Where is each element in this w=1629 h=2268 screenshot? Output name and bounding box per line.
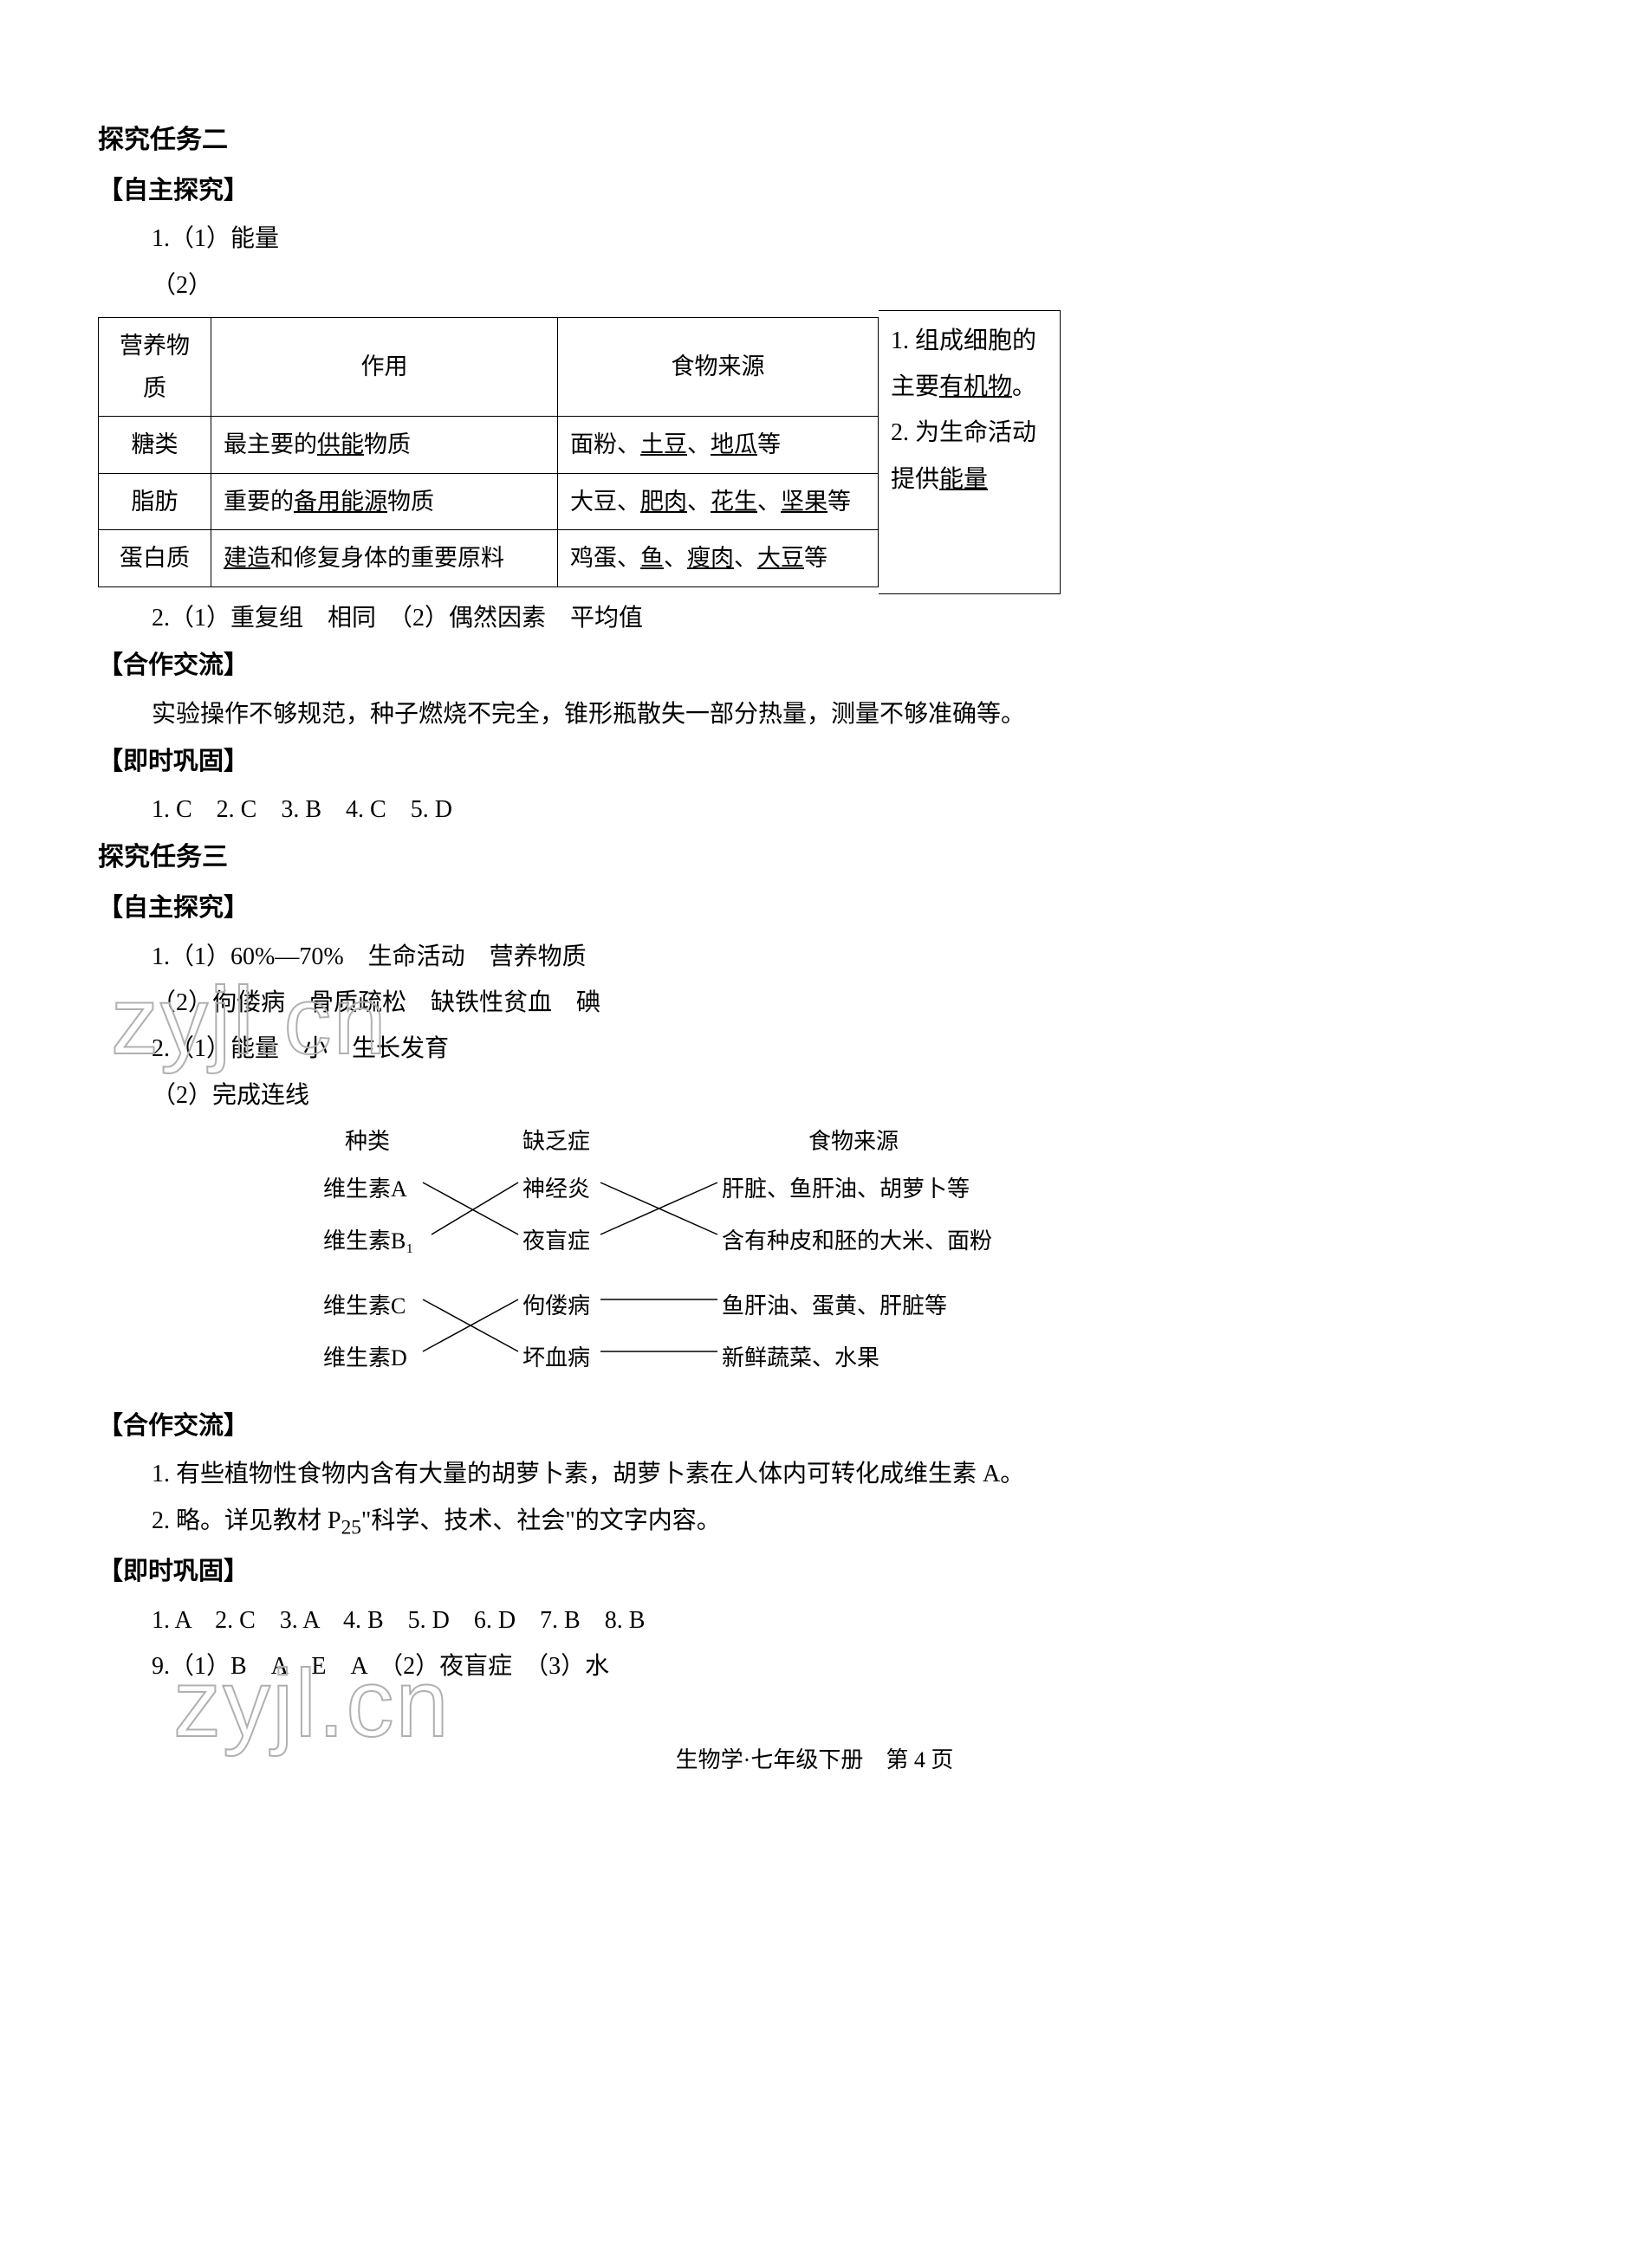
task3-coop2: 2. 略。详见教材 P25"科学、技术、社会"的文字内容。 [98,1500,1531,1547]
task3-consol-heading: 【即时巩固】 [98,1549,1531,1594]
table-side-note: 1. 组成细胞的主要有机物。 2. 为生命活动提供能量 [879,310,1061,594]
th-function: 作用 [211,317,558,416]
task2-item1-1: 1.（1）能量 [98,217,1531,261]
task3-item1-2: （2）佝偻病 骨质疏松 缺铁性贫血 碘 [98,982,1531,1025]
page-footer: 生物学·七年级下册 第 4 页 [98,1740,1531,1781]
r2c1: 脂肪 [99,473,211,530]
r1c1: 糖类 [99,417,211,474]
task3-title: 探究任务三 [98,834,1531,881]
task2-coop-text: 实验操作不够规范，种子燃烧不完全，锥形瓶散失一部分热量，测量不够准确等。 [98,693,1531,736]
r3c2: 建造和修复身体的重要原料 [211,530,558,587]
r3c1: 蛋白质 [99,530,211,587]
th-source: 食物来源 [558,317,879,416]
nutrition-table: 营养物质 作用 食物来源 糖类 最主要的供能物质 面粉、土豆、地瓜等 脂肪 重要… [98,317,879,587]
th-nutrient: 营养物质 [99,317,211,416]
task3-consol1: 1. A 2. C 3. A 4. B 5. D 6. D 7. B 8. B [98,1599,1531,1643]
task2-self-heading: 【自主探究】 [98,168,1531,213]
matching-diagram: 种类 缺乏症 食物来源 维生素A 维生素B₁ 维生素C 维生素D 神经炎 夜盲症… [237,1122,1190,1399]
r1c3: 面粉、土豆、地瓜等 [558,417,879,474]
task2-title: 探究任务二 [98,117,1531,164]
nutrition-table-wrap: 营养物质 作用 食物来源 糖类 最主要的供能物质 面粉、土豆、地瓜等 脂肪 重要… [98,310,1531,594]
r2c3: 大豆、肥肉、花生、坚果等 [558,473,879,530]
task2-coop-heading: 【合作交流】 [98,643,1531,688]
task2-item2: 2.（1）重复组 相同 （2）偶然因素 平均值 [98,597,1531,640]
task3-item2-2: （2）完成连线 [98,1074,1531,1118]
task3-item2-1: 2.（1）能量 小 生长发育 [98,1027,1531,1071]
task3-consol2: 9.（1）B A E A （2）夜盲症 （3）水 [98,1645,1531,1688]
task2-item1-2: （2） [98,264,1531,308]
task3-coop1: 1. 有些植物性食物内含有大量的胡萝卜素，胡萝卜素在人体内可转化成维生素 A。 [98,1453,1531,1496]
r3c3: 鸡蛋、鱼、瘦肉、大豆等 [558,530,879,587]
task3-self-heading: 【自主探究】 [98,885,1531,930]
task2-consol-heading: 【即时巩固】 [98,739,1531,784]
r1c2: 最主要的供能物质 [211,417,558,474]
task2-consol-answers: 1. C 2. C 3. B 4. C 5. D [98,788,1531,832]
r2c2: 重要的备用能源物质 [211,473,558,530]
task3-coop-heading: 【合作交流】 [98,1403,1531,1448]
diagram-lines [237,1122,1190,1399]
task3-item1-1: 1.（1）60%—70% 生命活动 营养物质 [98,936,1531,979]
